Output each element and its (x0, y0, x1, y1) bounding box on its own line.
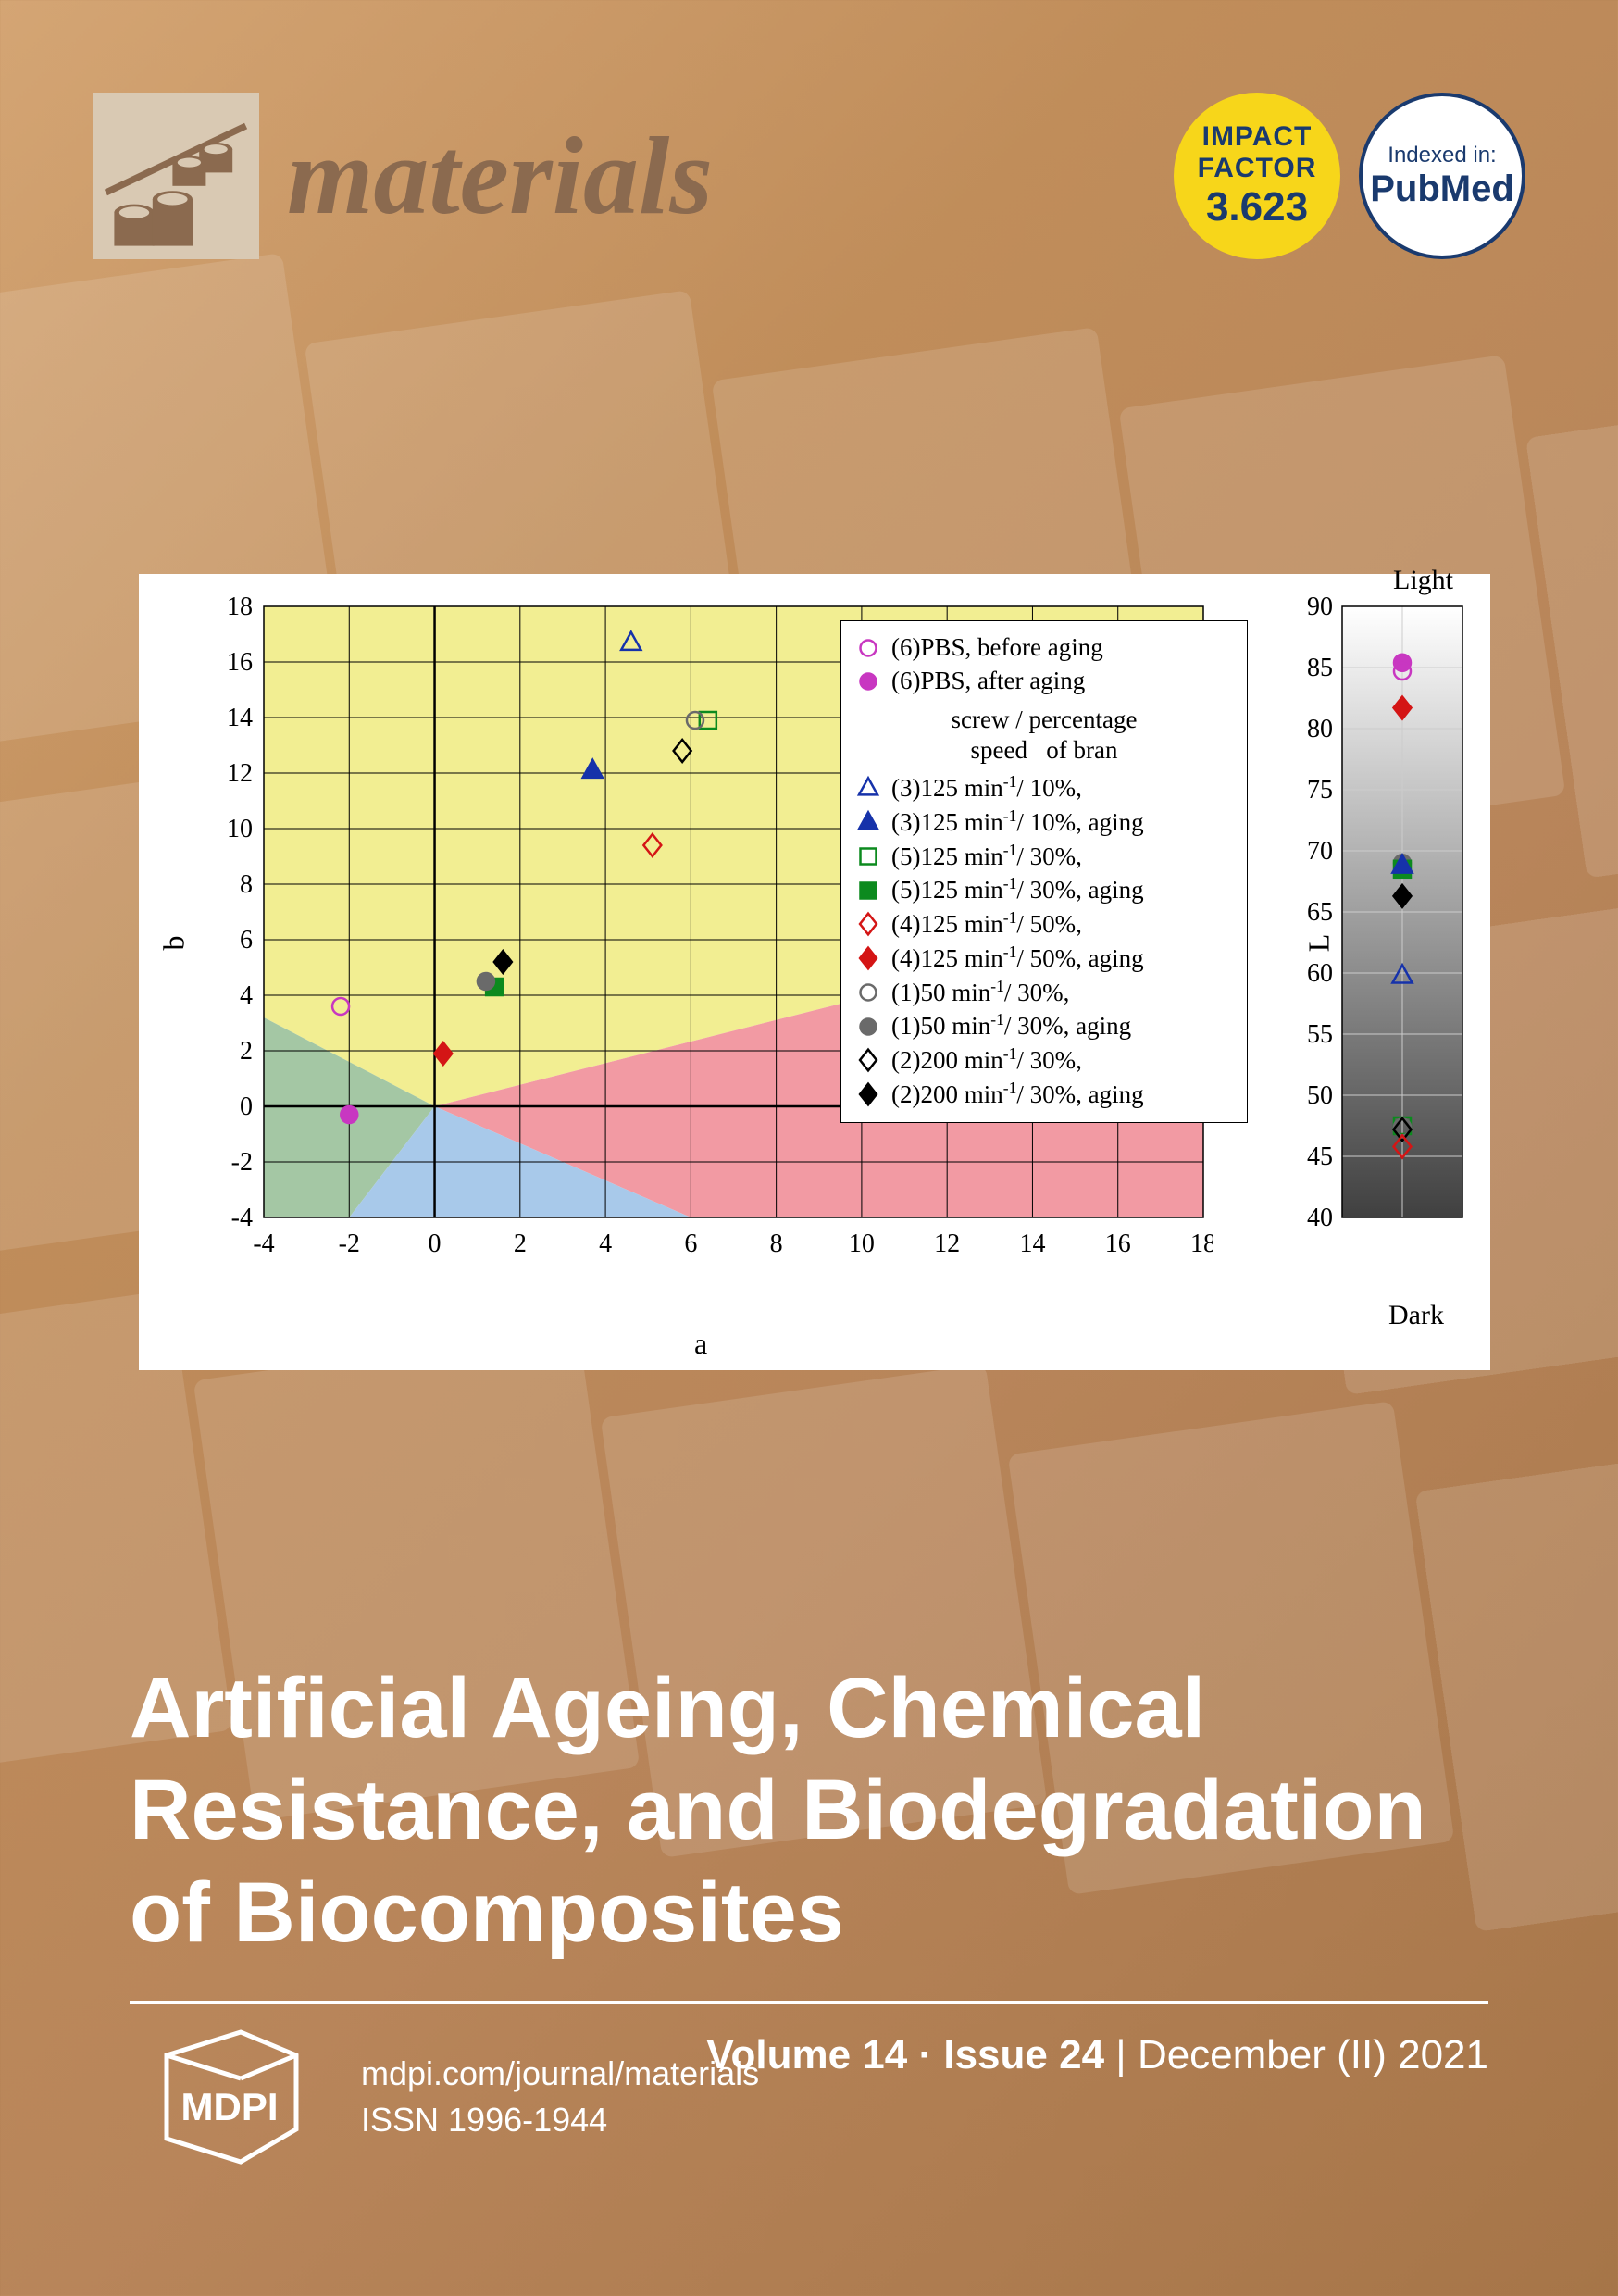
legend-item: (2)200 min-1/ 30%, (854, 1044, 1234, 1077)
light-label: Light (1393, 565, 1453, 596)
issn: ISSN 1996-1944 (361, 2097, 759, 2143)
y-axis-label-b: b (157, 936, 192, 951)
issue: Issue 24 (943, 2032, 1104, 2078)
svg-text:8: 8 (770, 1229, 783, 1258)
svg-text:6: 6 (684, 1229, 697, 1258)
svg-text:90: 90 (1307, 593, 1333, 621)
x-axis-label-a: a (694, 1327, 707, 1361)
chart-legend: (6)PBS, before aging(6)PBS, after aging s… (840, 620, 1248, 1123)
legend-item: (3)125 min-1/ 10%, (854, 772, 1234, 805)
svg-text:45: 45 (1307, 1142, 1333, 1171)
svg-text:4: 4 (240, 981, 253, 1010)
legend-item: (1)50 min-1/ 30%, aging (854, 1010, 1234, 1042)
svg-text:-4: -4 (253, 1229, 274, 1258)
indexed-label: Indexed in: (1388, 143, 1496, 168)
svg-text:16: 16 (227, 648, 253, 677)
svg-text:2: 2 (514, 1229, 527, 1258)
svg-text:4: 4 (599, 1229, 612, 1258)
svg-text:75: 75 (1307, 776, 1333, 805)
svg-text:60: 60 (1307, 959, 1333, 988)
impact-label: IMPACT (1202, 121, 1313, 153)
impact-factor-value: 3.623 (1206, 184, 1308, 231)
svg-text:14: 14 (1019, 1229, 1045, 1258)
svg-text:10: 10 (227, 815, 253, 843)
badge-group: IMPACT FACTOR 3.623 Indexed in: PubMed (1174, 93, 1525, 259)
legend-item: (5)125 min-1/ 30%, (854, 841, 1234, 873)
article-title: Artificial Ageing, Chemical Resistance, … (130, 1657, 1488, 1964)
svg-text:10: 10 (849, 1229, 875, 1258)
journal-logo-block: materials (93, 93, 713, 259)
legend-item: (6)PBS, before aging (854, 632, 1234, 664)
legend-item: (4)125 min-1/ 50%, aging (854, 942, 1234, 975)
header: materials IMPACT FACTOR 3.623 Indexed in… (93, 93, 1525, 259)
svg-text:8: 8 (240, 870, 253, 899)
svg-text:55: 55 (1307, 1020, 1333, 1049)
indexed-source: PubMed (1370, 168, 1514, 210)
svg-text:12: 12 (934, 1229, 960, 1258)
svg-text:6: 6 (240, 926, 253, 955)
factor-label: FACTOR (1198, 153, 1317, 184)
svg-text:80: 80 (1307, 715, 1333, 743)
svg-text:MDPI: MDPI (181, 2085, 279, 2128)
svg-text:12: 12 (227, 759, 253, 788)
pubmed-badge: Indexed in: PubMed (1359, 93, 1525, 259)
svg-text:-4: -4 (231, 1204, 253, 1232)
l-scatter-chart: 4045505560657075808590 (1342, 593, 1462, 1278)
svg-text:16: 16 (1105, 1229, 1131, 1258)
svg-text:18: 18 (227, 593, 253, 621)
svg-text:-2: -2 (339, 1229, 360, 1258)
svg-text:70: 70 (1307, 837, 1333, 866)
journal-name: materials (287, 112, 713, 240)
svg-text:0: 0 (240, 1092, 253, 1121)
svg-text:0: 0 (429, 1229, 442, 1258)
legend-item: (5)125 min-1/ 30%, aging (854, 874, 1234, 906)
y-axis-label-l: L (1302, 934, 1337, 953)
impact-factor-badge: IMPACT FACTOR 3.623 (1174, 93, 1340, 259)
svg-text:40: 40 (1307, 1204, 1333, 1232)
legend-item: (2)200 min-1/ 30%, aging (854, 1079, 1234, 1111)
legend-item: (3)125 min-1/ 10%, aging (854, 806, 1234, 839)
svg-text:85: 85 (1307, 654, 1333, 682)
svg-text:18: 18 (1190, 1229, 1213, 1258)
svg-text:14: 14 (227, 704, 253, 732)
footer-text: mdpi.com/journal/materials ISSN 1996-194… (361, 2051, 759, 2144)
journal-url: mdpi.com/journal/materials (361, 2051, 759, 2097)
dark-label: Dark (1388, 1300, 1444, 1331)
chart-panel: -4 -2 0 2 4 6 8 10 12 14 16 18 -4 -2 0 2 4 6 8 10 12 14 16 18 b… (139, 574, 1490, 1370)
issue-date: December (II) 2021 (1138, 2032, 1488, 2078)
legend-item: (6)PBS, after aging (854, 666, 1234, 697)
footer: MDPI mdpi.com/journal/materials ISSN 199… (130, 2028, 759, 2166)
title-block: Artificial Ageing, Chemical Resistance, … (130, 1657, 1488, 2078)
svg-text:-2: -2 (231, 1148, 253, 1177)
svg-text:65: 65 (1307, 898, 1333, 927)
svg-text:2: 2 (240, 1037, 253, 1066)
legend-item: (4)125 min-1/ 50%, (854, 908, 1234, 941)
journal-logo-icon (93, 93, 259, 259)
publisher-logo: MDPI (130, 2028, 315, 2166)
title-divider (130, 2001, 1488, 2004)
legend-header: screw / percentagespeed of bran (854, 705, 1234, 767)
svg-text:50: 50 (1307, 1081, 1333, 1110)
legend-item: (1)50 min-1/ 30%, (854, 977, 1234, 1009)
